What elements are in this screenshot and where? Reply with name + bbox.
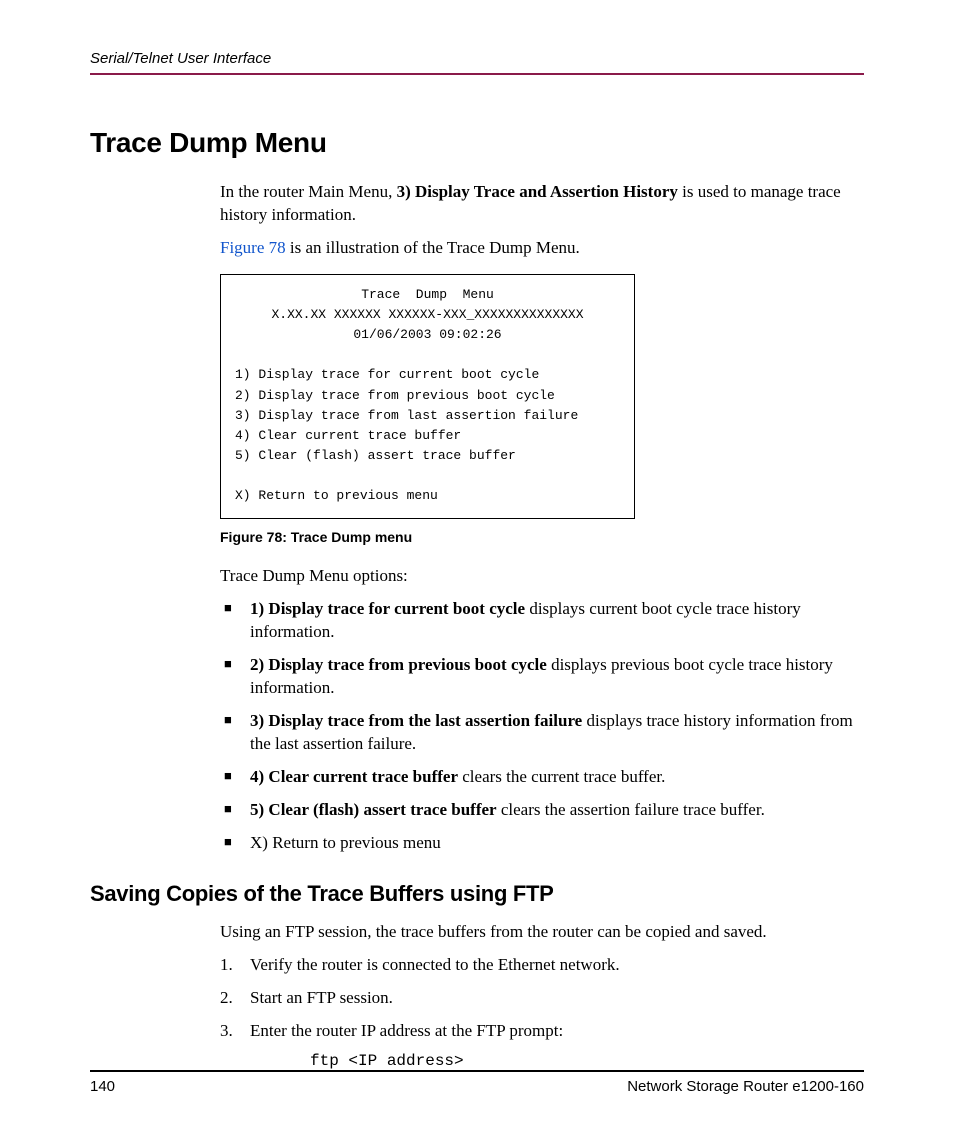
option-rest: X) Return to previous menu [250,833,441,852]
intro-2-post: is an illustration of the Trace Dump Men… [286,238,580,257]
figure-title: Trace Dump Menu [235,285,620,305]
option-item: 1) Display trace for current boot cycle … [220,598,864,644]
subsection-body: Using an FTP session, the trace buffers … [220,921,864,1071]
figure-item: 5) Clear (flash) assert trace buffer [235,448,516,463]
option-item: 2) Display trace from previous boot cycl… [220,654,864,700]
intro-1-bold: 3) Display Trace and Assertion History [397,182,678,201]
figure-caption: Figure 78: Trace Dump menu [220,529,864,545]
option-bold: 2) Display trace from previous boot cycl… [250,655,547,674]
option-item: X) Return to previous menu [220,832,864,855]
figure-version: X.XX.XX XXXXXX XXXXXX-XXX_XXXXXXXXXXXXXX [235,305,620,325]
figure-date: 01/06/2003 09:02:26 [235,325,620,345]
option-item: 4) Clear current trace buffer clears the… [220,766,864,789]
figure-item: 1) Display trace for current boot cycle [235,367,539,382]
running-header-text: Serial/Telnet User Interface [90,50,271,67]
option-item: 3) Display trace from the last assertion… [220,710,864,756]
figure-box: Trace Dump MenuX.XX.XX XXXXXX XXXXXX-XXX… [220,274,635,520]
options-list: 1) Display trace for current boot cycle … [220,598,864,854]
option-rest: clears the current trace buffer. [458,767,665,786]
section-heading: Trace Dump Menu [90,127,864,159]
options-intro: Trace Dump Menu options: [220,565,864,588]
section-body: In the router Main Menu, 3) Display Trac… [220,181,864,855]
step-item: Enter the router IP address at the FTP p… [220,1020,864,1043]
code-line: ftp <IP address> [310,1052,864,1070]
step-item: Verify the router is connected to the Et… [220,954,864,977]
option-bold: 3) Display trace from the last assertion… [250,711,582,730]
page-footer: 140 Network Storage Router e1200-160 [90,1070,864,1095]
figure-item: X) Return to previous menu [235,488,438,503]
intro-1-pre: In the router Main Menu, [220,182,397,201]
intro-para-1: In the router Main Menu, 3) Display Trac… [220,181,864,227]
intro-para-2: Figure 78 is an illustration of the Trac… [220,237,864,260]
page-number: 140 [90,1078,115,1095]
running-header: Serial/Telnet User Interface [90,50,864,75]
option-item: 5) Clear (flash) assert trace buffer cle… [220,799,864,822]
subsection-intro: Using an FTP session, the trace buffers … [220,921,864,944]
option-rest: clears the assertion failure trace buffe… [497,800,765,819]
option-bold: 1) Display trace for current boot cycle [250,599,525,618]
option-bold: 4) Clear current trace buffer [250,767,458,786]
option-bold: 5) Clear (flash) assert trace buffer [250,800,497,819]
figure-ref-link[interactable]: Figure 78 [220,238,286,257]
subsection-heading: Saving Copies of the Trace Buffers using… [90,881,864,907]
footer-doc-title: Network Storage Router e1200-160 [627,1078,864,1095]
step-item: Start an FTP session. [220,987,864,1010]
figure-item: 4) Clear current trace buffer [235,428,461,443]
figure-item: 2) Display trace from previous boot cycl… [235,388,555,403]
steps-list: Verify the router is connected to the Et… [220,954,864,1043]
figure-item: 3) Display trace from last assertion fai… [235,408,578,423]
